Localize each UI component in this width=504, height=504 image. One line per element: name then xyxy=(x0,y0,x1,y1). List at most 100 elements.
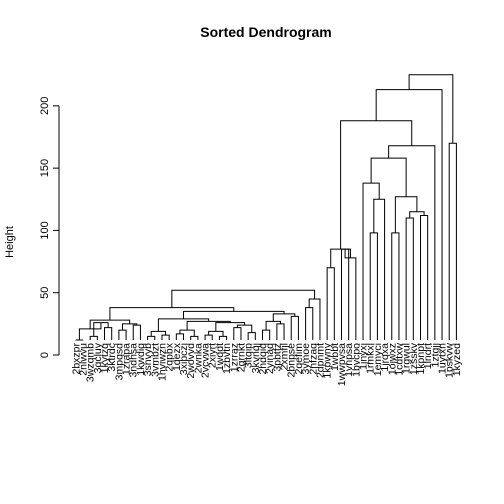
branch-m27 xyxy=(265,320,281,331)
branch-m19 xyxy=(233,327,242,340)
branch-m6 xyxy=(93,322,109,337)
branch-m44 xyxy=(419,214,429,340)
branch-m37 xyxy=(344,249,357,340)
branch-m33 xyxy=(308,298,321,340)
leaf-label: 1pskvw xyxy=(444,343,456,378)
branch-m31 xyxy=(109,307,235,321)
branch-m25 xyxy=(262,329,271,340)
branch-m45 xyxy=(409,211,425,218)
leaf-label: 3mpqsd xyxy=(113,343,125,381)
leaf-label: 1zbvtn xyxy=(221,343,233,374)
branch-m15 xyxy=(179,329,195,337)
leaf-label: 3kvnqj xyxy=(250,343,262,373)
branch-m21 xyxy=(236,324,253,333)
y-tick-label: 150 xyxy=(39,159,51,177)
leaf-label: 1emyci xyxy=(372,343,384,376)
leaf-label: 1rmkxl xyxy=(365,343,377,374)
leaf-label: 1hviwzn xyxy=(156,343,168,381)
leaf-label: 1lndrt xyxy=(422,343,434,369)
leaf-label: 2bnpse xyxy=(286,343,298,378)
branch-m13 xyxy=(175,333,185,340)
leaf-label: 1zsskv xyxy=(408,342,420,375)
branch-m36 xyxy=(341,248,350,340)
leaf-label: 2xiyrt xyxy=(207,343,219,368)
branch-m43 xyxy=(405,217,414,340)
branch-m4 xyxy=(118,329,127,340)
leaf-label: 2wnka xyxy=(192,343,204,374)
branch-m17 xyxy=(218,335,228,340)
branch-m5 xyxy=(132,324,141,340)
leaf-label: 2qefim xyxy=(293,343,305,375)
leaf-label: 3shvyb xyxy=(142,343,154,376)
leaf-label: 2nlwvu xyxy=(77,343,89,376)
leaf-label: 2hdqiq xyxy=(257,343,269,375)
leaf-label: 1kwdiq xyxy=(135,343,147,376)
branch-m42 xyxy=(391,232,400,340)
leaf-label: 3ndhsa xyxy=(128,343,140,378)
branch-m28 xyxy=(290,315,299,340)
leaf-label: 1cdtxw xyxy=(393,343,405,376)
leaf-label: 3ltqip xyxy=(243,343,255,368)
leaf-label: 1jrqxa xyxy=(379,343,391,372)
branch-m41 xyxy=(362,182,380,340)
leaf-label: 1zrapa xyxy=(121,343,133,375)
branch-m49 xyxy=(340,120,413,250)
y-axis-label: Height xyxy=(4,226,16,258)
leaf-label: 2yinaq xyxy=(264,343,276,374)
branch-m2 xyxy=(89,335,98,340)
leaf-label: 2grnkt xyxy=(235,343,247,372)
branch-m32 xyxy=(305,307,314,340)
leaf-label: 1bvcpo xyxy=(350,343,362,377)
leaf-label: 1kyzed xyxy=(451,343,463,376)
branch-m50 xyxy=(375,89,443,340)
leaf-label: 2xmfjl xyxy=(279,343,291,370)
y-tick-label: 50 xyxy=(39,287,51,299)
leaf-label: 2bxzpr xyxy=(70,342,82,374)
leaf-label: 1vnpsa xyxy=(343,343,355,377)
leaf-label: 1rgwul xyxy=(401,343,413,374)
leaf-label: 1kytzq xyxy=(99,343,111,374)
leaf-labels: 2bxzpr2nlwvu3wzqmb3qcluy1kytzq3ktrdc3mpq… xyxy=(70,342,463,386)
leaf-label: 1kpwny xyxy=(322,342,334,378)
leaf-label: 1zrraz xyxy=(228,343,240,372)
leaf-label: 2nfzaq xyxy=(307,343,319,375)
branch-m35 xyxy=(326,267,335,340)
branch-m29 xyxy=(272,313,296,322)
leaf-label: 1ojwxz xyxy=(386,343,398,375)
branch-m51 xyxy=(448,142,457,340)
branch-m47 xyxy=(370,157,407,197)
y-tick-label: 200 xyxy=(39,97,51,115)
branch-m20 xyxy=(247,332,256,340)
leaf-label: 1wqdt xyxy=(214,343,226,371)
y-tick-label: 100 xyxy=(39,221,51,239)
chart-title: Sorted Dendrogram xyxy=(200,24,331,40)
branch-m3 xyxy=(104,327,113,340)
leaf-label: 2qpbx xyxy=(164,342,176,371)
leaf-label: 3pbtfz xyxy=(271,343,283,372)
leaf-label: 1qezx xyxy=(171,342,183,371)
y-tick-label: 0 xyxy=(39,352,51,358)
leaf-label: 1ztgjj xyxy=(429,343,441,368)
leaf-label: 1wbbt xyxy=(329,343,341,371)
dendrogram-branches xyxy=(75,74,457,341)
leaf-label: 2vcvwa xyxy=(200,343,212,378)
branch-m38 xyxy=(330,248,351,268)
branch-m30 xyxy=(183,310,285,319)
branch-m40 xyxy=(373,198,386,340)
leaf-label: 3ktrdc xyxy=(106,343,118,372)
branch-m39 xyxy=(369,232,378,340)
leaf-label: 2wovvd xyxy=(185,343,197,379)
leaf-label: 1uytxn xyxy=(437,343,449,374)
branch-m16 xyxy=(204,334,213,340)
branch-m24 xyxy=(157,318,210,332)
leaf-label: 3xipczi xyxy=(178,343,190,375)
y-axis: 0 50 100 150 200 xyxy=(39,97,60,358)
leaf-label: 1jnyxi xyxy=(358,343,370,370)
branch-m26 xyxy=(276,323,285,340)
branch-m14 xyxy=(190,335,199,340)
branch-m22 xyxy=(215,322,246,332)
leaf-label: 3wzqmb xyxy=(85,343,97,382)
leaf-label: 3qcluy xyxy=(92,342,104,373)
